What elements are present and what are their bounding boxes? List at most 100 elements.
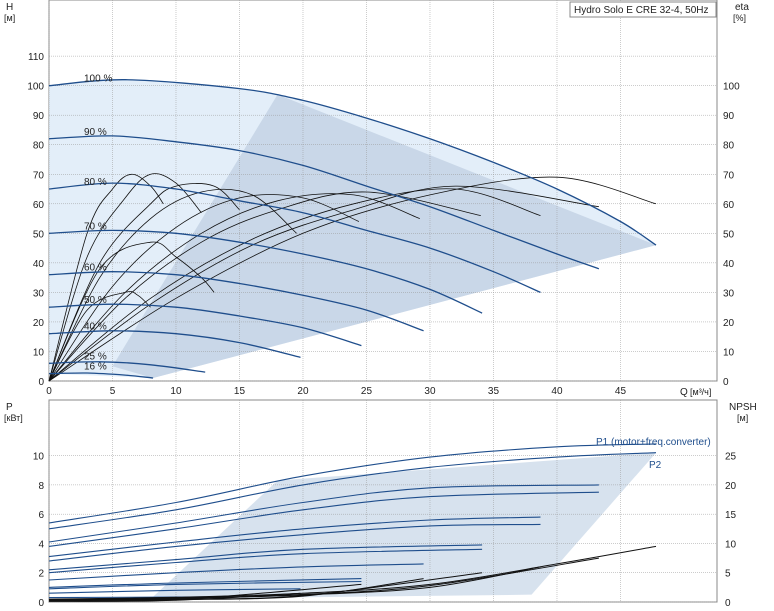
npsh-tick-label: 15 [725, 510, 737, 521]
flow-tick-label: 15 [234, 386, 246, 397]
chart-title: Hydro Solo E CRE 32-4, 50Hz [574, 5, 709, 16]
head-tick-label: 110 [28, 52, 44, 63]
speed-label: 90 % [84, 127, 107, 138]
eta-tick-label: 100 [723, 82, 740, 93]
power-curve [48, 544, 483, 571]
power-axis-unit: [кВт] [4, 413, 23, 423]
eta-tick-label: 30 [723, 288, 735, 299]
head-tick-label: 60 [33, 200, 45, 211]
flow-tick-label: 5 [110, 386, 116, 397]
power-curve [48, 588, 301, 594]
efficiency-curve [48, 183, 240, 382]
head-curve [48, 271, 424, 332]
flow-tick-label: 0 [46, 386, 52, 397]
efficiency-curve [48, 173, 202, 382]
eta-tick-label: 10 [723, 347, 735, 358]
npsh-axis-label: NPSH [729, 402, 757, 413]
power-curve [48, 443, 657, 524]
eta-axis-unit: [%] [733, 13, 746, 23]
speed-label: 60 % [84, 263, 107, 274]
head-curve [48, 182, 541, 293]
eta-tick-label: 0 [723, 377, 729, 388]
head-curve [48, 135, 600, 270]
eta-tick-label: 90 [723, 111, 735, 122]
power-tick-label: 8 [38, 481, 44, 492]
npsh-curve [48, 578, 424, 602]
power-npsh-chart: 0 2 4 6 8 10 0 5 10 15 20 25 [33, 399, 737, 609]
power-tick-label: 0 [38, 598, 44, 609]
eta-tick-label: 50 [723, 229, 735, 240]
power-curve [48, 548, 483, 574]
title-box [569, 1, 717, 18]
power-tick-label: 6 [38, 510, 44, 521]
efficiency-curve [48, 176, 657, 382]
power-tick-label: 2 [38, 569, 44, 580]
npsh-tick-label: 10 [725, 539, 737, 550]
npsh-tick-label: 0 [725, 598, 731, 609]
legend-p1: P1 (motor+freq.converter) [596, 437, 711, 448]
speed-label: 25 % [84, 351, 107, 362]
eta-tick-label: 20 [723, 318, 735, 329]
head-curve [48, 372, 154, 379]
flow-tick-label: 20 [297, 386, 309, 397]
power-curve [48, 516, 541, 558]
power-curve [48, 484, 599, 543]
head-axis-label: H [6, 2, 13, 13]
flow-axis-unit: [м³/ч] [690, 387, 711, 397]
eta-tick-label: 60 [723, 200, 735, 211]
power-curve [48, 580, 362, 590]
npsh-tick-label: 25 [725, 452, 737, 463]
flow-axis-label: Q [680, 387, 688, 398]
eta-tick-label: 70 [723, 170, 735, 181]
head-tick-label: 50 [33, 229, 45, 240]
power-tick-label: 4 [38, 539, 44, 550]
efficiency-curve [48, 191, 481, 382]
flow-tick-label: 45 [615, 386, 627, 397]
efficiency-curve [48, 193, 420, 382]
head-tick-label: 100 [27, 82, 44, 93]
head-tick-label: 20 [33, 318, 45, 329]
head-curve [48, 229, 483, 314]
head-axis-unit: [м] [4, 13, 15, 23]
head-efficient-range [112, 94, 657, 379]
head-curve [48, 79, 657, 246]
head-tick-label: 80 [33, 141, 45, 152]
efficiency-curve [48, 291, 151, 382]
speed-label: 16 % [84, 362, 107, 373]
flow-tick-label: 25 [361, 386, 373, 397]
npsh-tick-label: 5 [725, 569, 731, 580]
eta-axis-label: eta [735, 2, 749, 13]
head-curve [48, 330, 301, 359]
speed-label: 80 % [84, 177, 107, 188]
head-tick-label: 90 [33, 111, 45, 122]
power-tick-label: 10 [33, 452, 45, 463]
flow-tick-label: 10 [170, 386, 182, 397]
power-curve [48, 523, 541, 562]
flow-tick-label: 40 [551, 386, 563, 397]
npsh-curve [48, 592, 301, 602]
speed-label: 70 % [84, 221, 107, 232]
efficiency-curve [48, 185, 599, 382]
power-curve [48, 491, 599, 547]
head-tick-label: 10 [33, 347, 45, 358]
power-axis-label: P [6, 402, 13, 413]
head-curve [48, 303, 362, 347]
head-tick-label: 70 [33, 170, 45, 181]
efficiency-curve [48, 194, 360, 382]
eta-tick-label: 40 [723, 259, 735, 270]
eta-tick-label: 80 [723, 141, 735, 152]
speed-label: 100 % [84, 74, 112, 85]
power-curve [48, 563, 424, 581]
flow-tick-label: 35 [488, 386, 500, 397]
flow-tick-label: 30 [424, 386, 436, 397]
speed-label: 50 % [84, 295, 107, 306]
legend-p2: P2 [649, 460, 662, 471]
npsh-axis-unit: [м] [737, 413, 748, 423]
npsh-curve [48, 545, 657, 600]
head-tick-label: 40 [33, 259, 45, 270]
head-curve [48, 361, 206, 373]
head-efficiency-chart: 0 5 10 15 20 25 30 35 40 450102030405060708090100… [27, 0, 740, 397]
npsh-tick-label: 20 [725, 481, 737, 492]
head-tick-label: 0 [38, 377, 44, 388]
